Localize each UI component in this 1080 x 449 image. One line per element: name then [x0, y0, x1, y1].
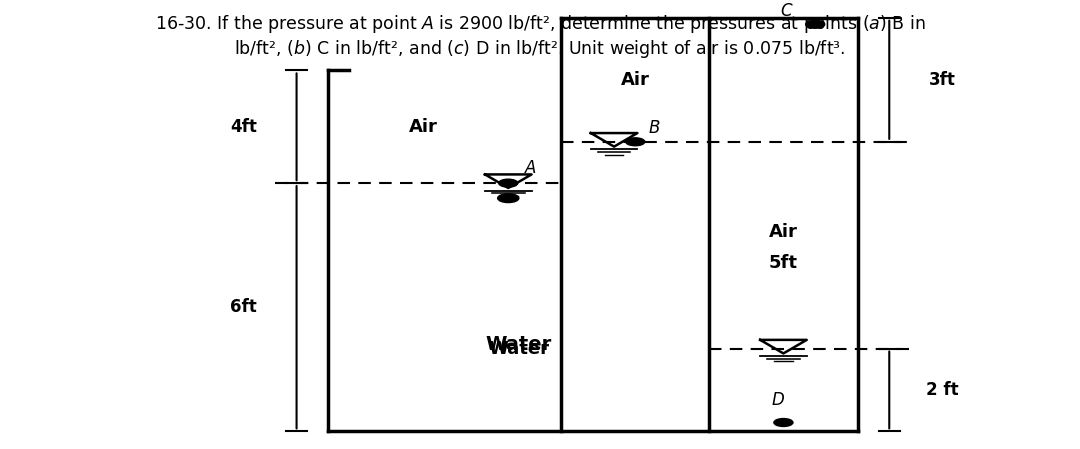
Circle shape [625, 138, 645, 146]
Text: Air: Air [769, 223, 798, 241]
Circle shape [806, 20, 825, 28]
Text: 16-30. If the pressure at point $A$ is 2900 lb/ft², determine the pressures at p: 16-30. If the pressure at point $A$ is 2… [154, 13, 926, 35]
Text: $B$: $B$ [648, 119, 660, 137]
Text: $A$: $A$ [524, 158, 537, 176]
Text: $D$: $D$ [771, 392, 785, 409]
Circle shape [499, 179, 517, 187]
Text: 6ft: 6ft [230, 298, 257, 316]
Text: 4ft: 4ft [230, 118, 257, 136]
Text: 5ft: 5ft [769, 254, 798, 272]
Text: 3ft: 3ft [929, 71, 956, 89]
Text: 2 ft: 2 ft [926, 381, 959, 399]
Circle shape [774, 418, 793, 427]
Text: lb/ft², $(b)$ C in lb/ft², and $(c)$ D in lb/ft². Unit weight of air is 0.075 lb: lb/ft², $(b)$ C in lb/ft², and $(c)$ D i… [234, 38, 846, 60]
Text: Air: Air [621, 71, 650, 89]
Text: Air: Air [409, 118, 438, 136]
Text: Water: Water [488, 339, 550, 357]
Circle shape [498, 194, 518, 202]
Text: $C$: $C$ [781, 2, 794, 20]
Text: Water: Water [486, 335, 552, 354]
